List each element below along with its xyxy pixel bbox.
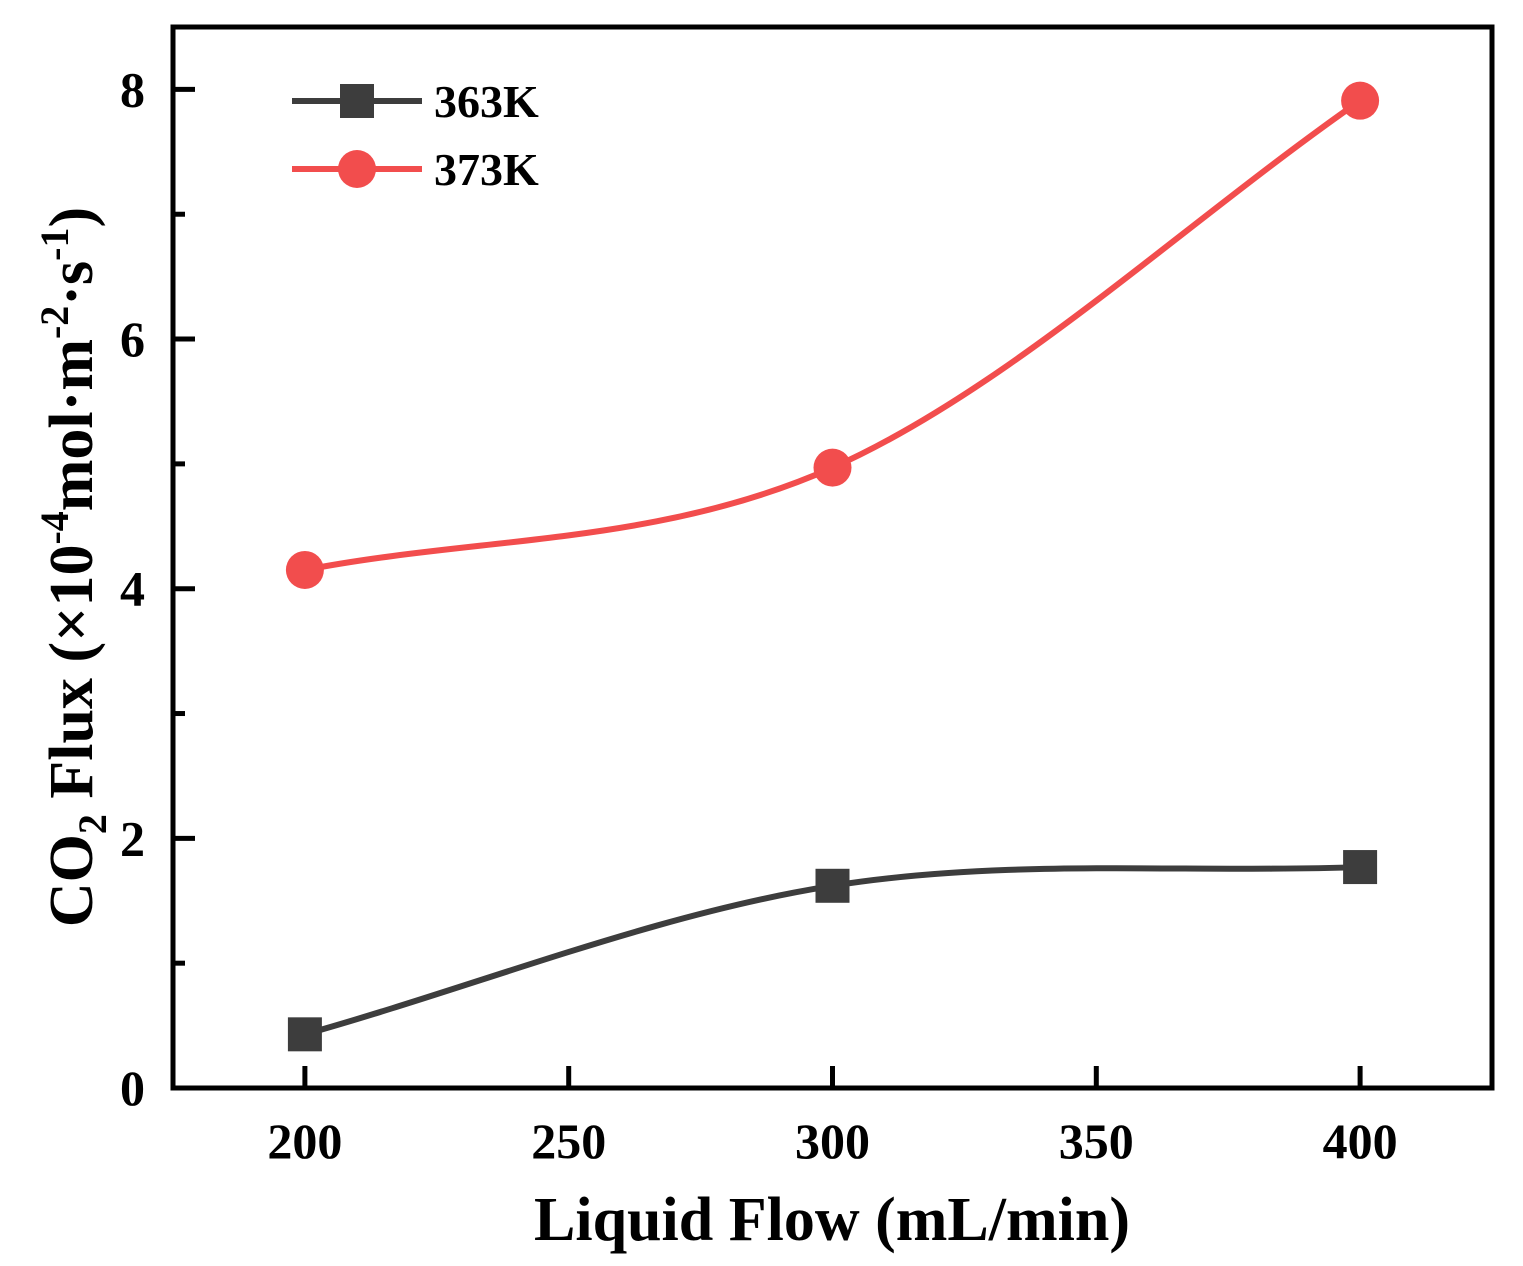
data-point-373K (813, 448, 852, 487)
legend-marker-373K (338, 150, 376, 188)
data-point-363K (1343, 850, 1378, 885)
legend-label: 363K (434, 76, 539, 127)
data-point-363K (287, 1017, 322, 1052)
tick-layer: 200 250 300 350 400 0 2 4 6 8 (120, 61, 1398, 1169)
y-tick-label: 8 (120, 61, 145, 117)
data-point-363K (815, 868, 850, 903)
data-point-373K (1341, 81, 1380, 120)
x-tick-label: 250 (531, 1113, 606, 1169)
x-tick-label: 400 (1323, 1113, 1398, 1169)
data-point-373K (285, 550, 324, 589)
legend: 363K 373K (292, 76, 539, 195)
x-axis-title: Liquid Flow (mL/min) (534, 1186, 1130, 1254)
legend-marker-363K (340, 84, 374, 118)
y-tick-label: 6 (120, 311, 145, 367)
legend-label: 373K (434, 144, 539, 195)
series-layer (285, 81, 1380, 1052)
y-tick-label: 2 (120, 810, 145, 866)
x-tick-label: 350 (1059, 1113, 1134, 1169)
y-axis-title: CO2 Flux (×10-4mol·m-2·s-1) (32, 207, 115, 927)
y-tick-label: 4 (120, 561, 145, 617)
y-tick-label: 0 (120, 1060, 145, 1116)
x-tick-label: 200 (267, 1113, 342, 1169)
x-tick-label: 300 (795, 1113, 870, 1169)
plot-frame (170, 24, 1495, 1091)
